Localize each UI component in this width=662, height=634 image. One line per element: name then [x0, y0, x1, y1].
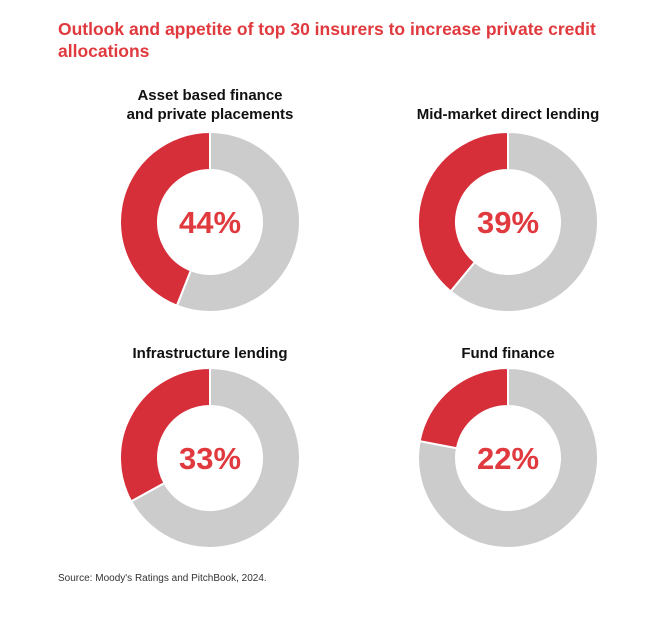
donut-chart: 44%: [119, 130, 301, 313]
remainder-slice: [449, 130, 599, 313]
panel-asset-based-finance: Asset based finance and private placemen…: [100, 86, 320, 316]
donut-chart: 39%: [417, 130, 599, 313]
panel-fund-finance: Fund finance 22%: [398, 344, 618, 554]
panel-label: Mid-market direct lending: [416, 106, 600, 123]
value-slice: [417, 130, 509, 293]
value-slice: [418, 366, 509, 450]
value-label: 33%: [179, 441, 241, 476]
remainder-slice: [175, 130, 301, 313]
panel-label: Asset based finance and private placemen…: [126, 87, 294, 123]
value-label: 22%: [477, 441, 539, 476]
panel-label: Infrastructure lending: [132, 345, 288, 362]
donut-chart: 33%: [119, 366, 301, 549]
remainder-slice: [129, 366, 301, 549]
source-note: Source: Moody's Ratings and PitchBook, 2…: [58, 573, 267, 584]
panel-mid-market-direct-lending: Mid-market direct lending 39%: [398, 86, 618, 316]
value-slice: [119, 130, 211, 307]
chart-title: Outlook and appetite of top 30 insurers …: [58, 19, 596, 61]
remainder-slice: [417, 366, 599, 549]
value-slice: [119, 366, 211, 503]
panel-label: Fund finance: [461, 345, 555, 362]
value-label: 39%: [477, 205, 539, 240]
value-label: 44%: [179, 205, 241, 240]
panel-infrastructure-lending: Infrastructure lending 33%: [100, 344, 320, 554]
donut-chart: 22%: [417, 366, 599, 549]
